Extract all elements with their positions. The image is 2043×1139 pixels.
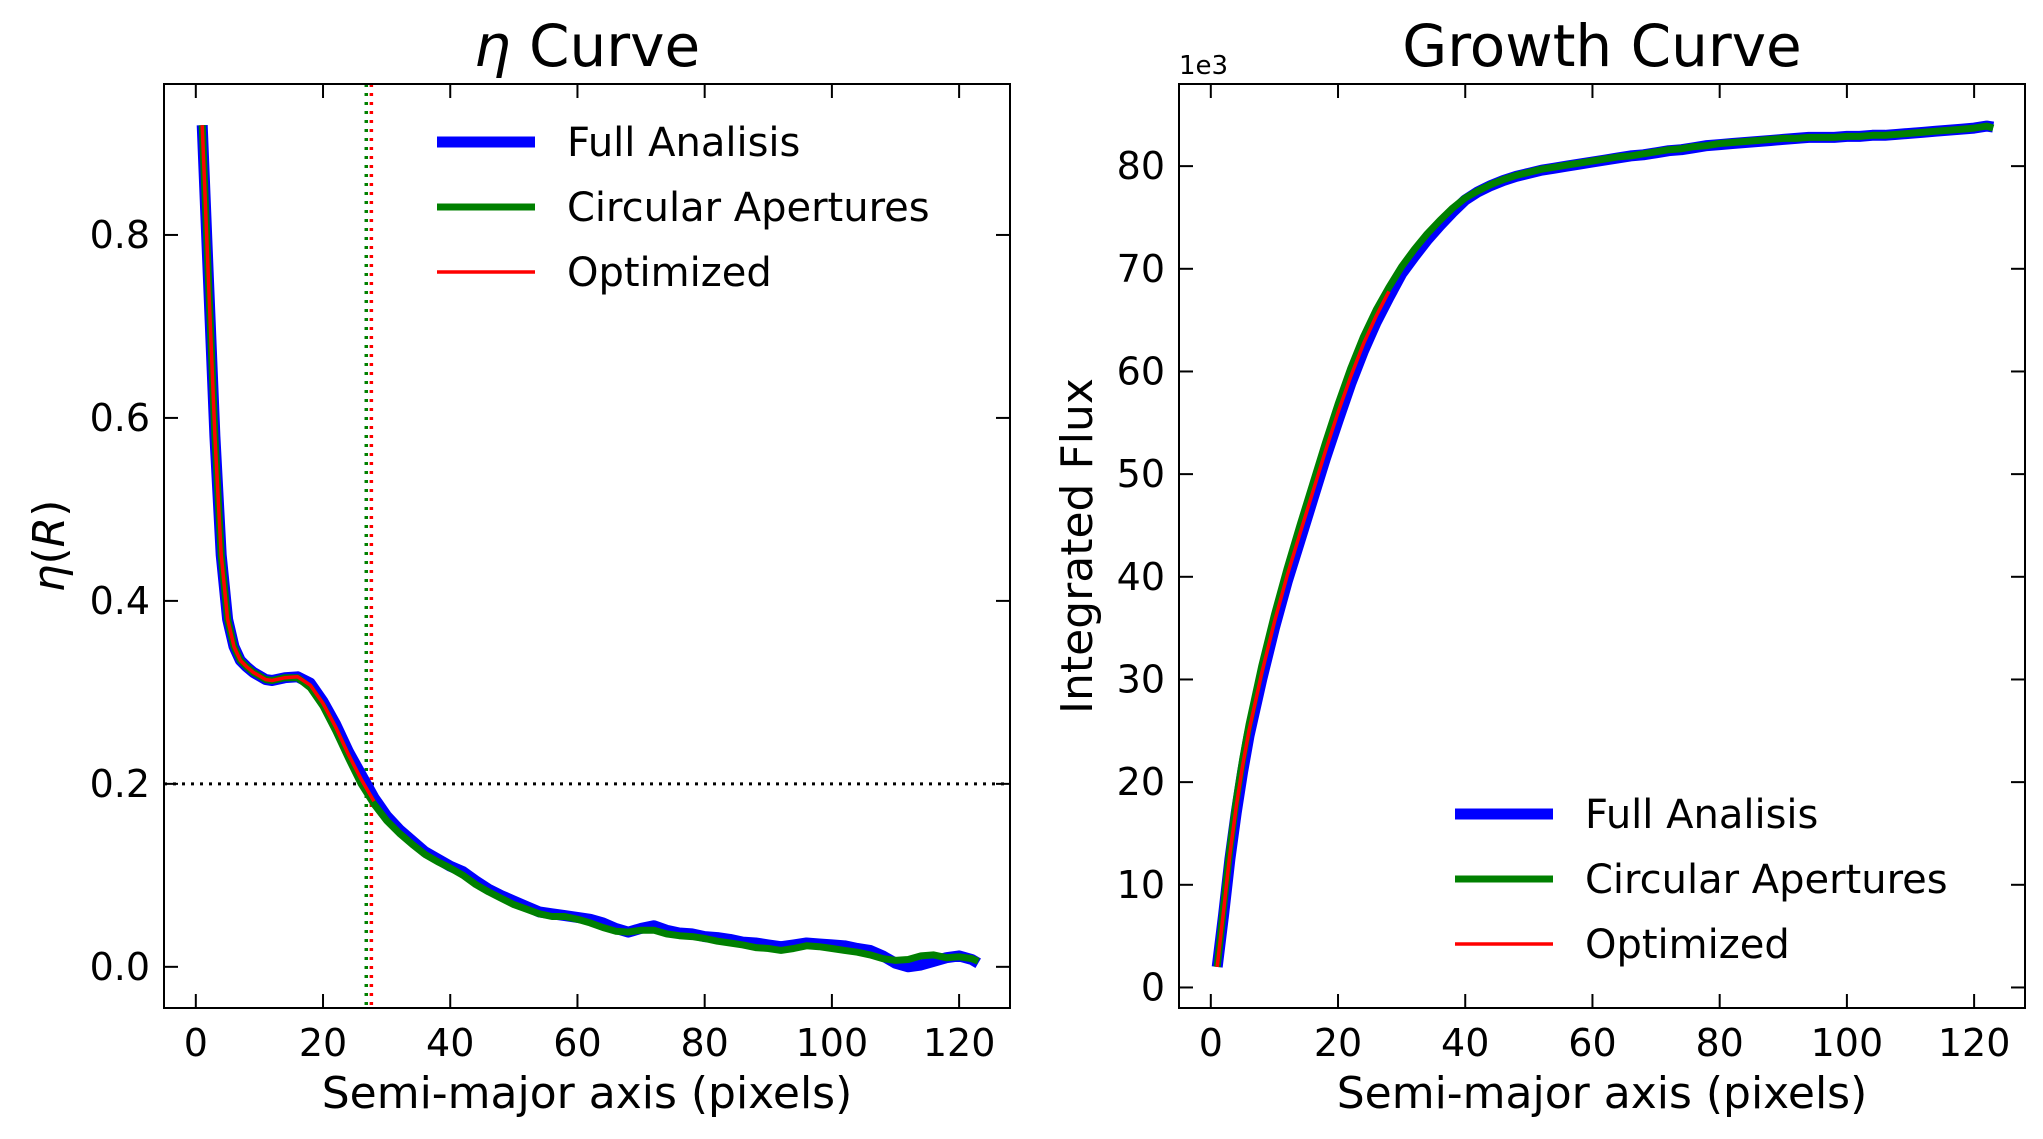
y-tick-label: 40 (1117, 555, 1165, 599)
legend: Full Analisis Circular Apertures Optimized (1455, 792, 1948, 968)
y-tick-label: 20 (1117, 760, 1165, 804)
x-tick-label: 0 (1199, 1021, 1223, 1065)
x-tick-label: 20 (299, 1021, 347, 1065)
x-tick-label: 0 (184, 1021, 208, 1065)
growth-curve-chart: 0 20 40 60 80 100 120 0 10 20 30 40 50 60 70 80 Growth C… (1052, 12, 2026, 1119)
series-line-optimized (1215, 290, 1391, 968)
legend-label-optimized: Optimized (567, 250, 772, 296)
legend-label-optimized: Optimized (1585, 922, 1790, 968)
y-offset-label: 1e3 (1179, 51, 1228, 81)
legend-label-full: Full Analisis (1585, 792, 1818, 838)
x-axis-label: Semi-major axis (pixels) (1337, 1068, 1868, 1119)
y-tick-label: 70 (1117, 247, 1165, 291)
y-tick-label: 30 (1117, 657, 1165, 701)
x-axis-label: Semi-major axis (pixels) (322, 1068, 853, 1119)
legend-label-circular: Circular Apertures (567, 185, 930, 231)
y-tick-label: 0.8 (90, 213, 150, 257)
y-tick-label: 60 (1117, 349, 1165, 393)
y-tick-label: 0.4 (90, 579, 150, 623)
x-tick-label: 80 (680, 1021, 728, 1065)
series-line-full (1211, 120, 1995, 968)
x-tick-label: 100 (1811, 1021, 1884, 1065)
y-tick-label: 10 (1117, 863, 1165, 907)
chart-title: η Curve (474, 12, 700, 80)
series-line-optimized (200, 125, 376, 803)
legend-label-full: Full Analisis (567, 120, 800, 166)
y-tick-label: 0.6 (90, 396, 150, 440)
y-tick-label: 80 (1117, 144, 1165, 188)
x-tick-label: 40 (426, 1021, 474, 1065)
x-tick-label: 120 (1938, 1021, 2011, 1065)
x-tick-label: 80 (1695, 1021, 1743, 1065)
y-axis-label: η(R) (24, 500, 75, 593)
axes-frame (1178, 83, 2026, 1009)
x-tick-label: 60 (553, 1021, 601, 1065)
x-tick-label: 40 (1441, 1021, 1489, 1065)
chart-title: Growth Curve (1402, 12, 1802, 80)
x-tick-label: 100 (796, 1021, 869, 1065)
y-tick-label: 0 (1141, 965, 1165, 1009)
y-tick-label: 0.0 (90, 945, 150, 989)
x-tick-label: 120 (923, 1021, 996, 1065)
legend: Full Analisis Circular Apertures Optimized (437, 120, 930, 296)
y-axis-label: Integrated Flux (1052, 378, 1103, 714)
series-line-circular (1213, 122, 1995, 968)
eta-curve-chart: 0 20 40 60 80 100 120 0.0 0.2 0.4 0.6 0.8 η Curve Sem… (24, 12, 1011, 1119)
legend-label-circular: Circular Apertures (1585, 857, 1948, 903)
axes-frame (163, 83, 1011, 1009)
x-tick-label: 60 (1568, 1021, 1616, 1065)
y-tick-label: 0.2 (90, 762, 150, 806)
x-tick-label: 20 (1314, 1021, 1362, 1065)
y-tick-label: 50 (1117, 452, 1165, 496)
